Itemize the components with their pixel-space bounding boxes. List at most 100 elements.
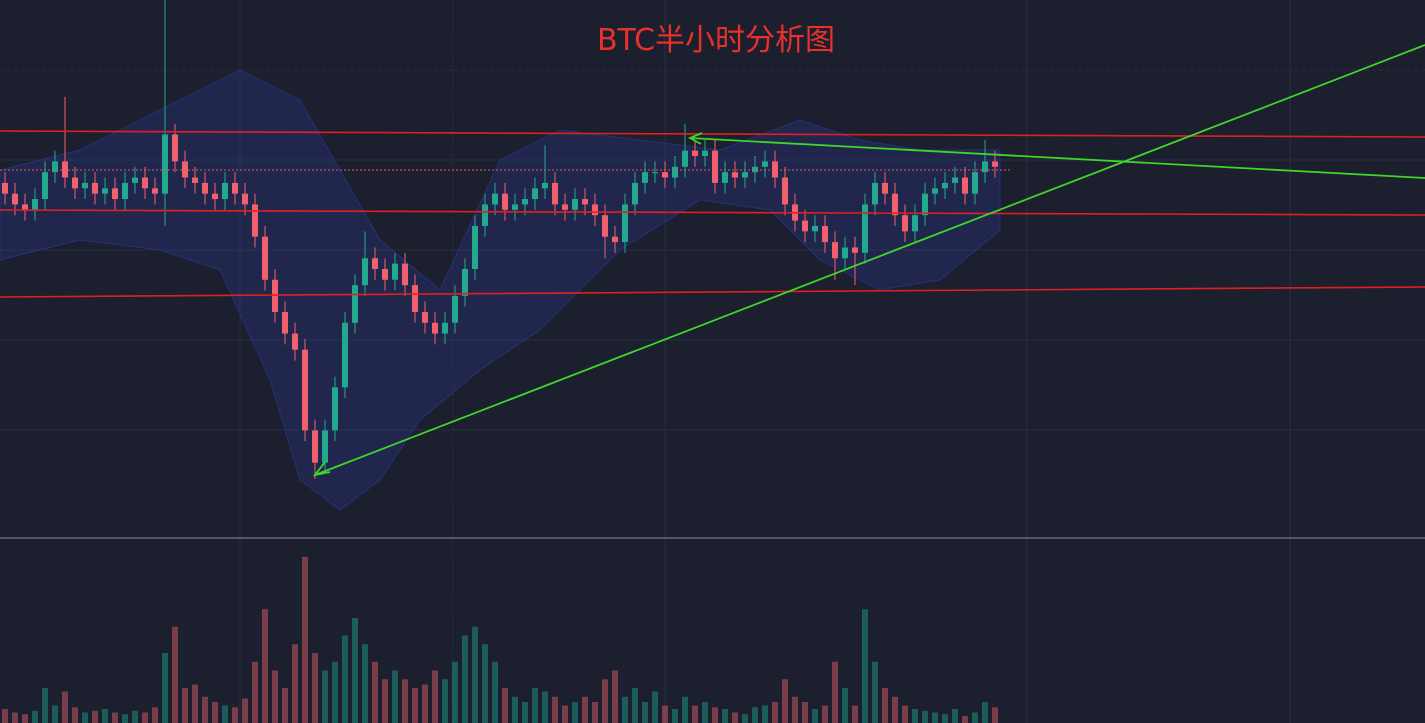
volume-bar bbox=[452, 661, 458, 723]
volume-bar bbox=[552, 696, 558, 723]
candle-body bbox=[532, 188, 538, 200]
volume-bar bbox=[992, 707, 998, 723]
volume-bar bbox=[722, 709, 728, 723]
candle-body bbox=[622, 204, 628, 243]
candle-body bbox=[122, 182, 128, 200]
volume-bar bbox=[372, 661, 378, 723]
volume-bar bbox=[342, 635, 348, 723]
candle-body bbox=[712, 150, 718, 183]
volume-bar bbox=[562, 705, 568, 723]
candle-body bbox=[592, 204, 598, 216]
chart-title: BTC半小时分析图 bbox=[597, 23, 835, 58]
candle-body bbox=[892, 193, 898, 216]
candle-body bbox=[182, 161, 188, 178]
volume-bar bbox=[972, 712, 978, 723]
volume-bar bbox=[412, 688, 418, 723]
volume-panel bbox=[2, 556, 998, 723]
candle-body bbox=[402, 263, 408, 286]
candle-body bbox=[332, 387, 338, 431]
volume-bar bbox=[812, 709, 818, 723]
candle-body bbox=[212, 193, 218, 200]
candle-body bbox=[942, 182, 948, 189]
candle-body bbox=[362, 258, 368, 286]
candle-body bbox=[642, 172, 648, 183]
volume-bar bbox=[72, 707, 78, 723]
candle-body bbox=[872, 182, 878, 205]
candle-body bbox=[382, 269, 388, 280]
candle-body bbox=[822, 225, 828, 243]
volume-bar bbox=[42, 688, 48, 723]
candle-body bbox=[132, 177, 138, 183]
candle-body bbox=[952, 177, 958, 183]
volume-bar bbox=[782, 679, 788, 723]
volume-bar bbox=[622, 696, 628, 723]
candle-body bbox=[12, 193, 18, 205]
candle-body bbox=[352, 285, 358, 323]
volume-bar bbox=[532, 688, 538, 723]
candle-body bbox=[662, 172, 668, 178]
candle-body bbox=[542, 182, 548, 189]
candle-body bbox=[232, 182, 238, 194]
volume-bar bbox=[702, 702, 708, 723]
candle-body bbox=[512, 204, 518, 210]
volume-bar bbox=[602, 679, 608, 723]
volume-bar bbox=[122, 714, 128, 723]
volume-bar bbox=[482, 644, 488, 723]
volume-bar bbox=[382, 679, 388, 723]
bollinger-band bbox=[0, 69, 1001, 511]
volume-bar bbox=[592, 702, 598, 723]
candle-body bbox=[572, 199, 578, 210]
volume-bar bbox=[832, 661, 838, 723]
candle-body bbox=[292, 333, 298, 350]
candle-body bbox=[552, 182, 558, 205]
volume-bar bbox=[32, 710, 38, 723]
candle-body bbox=[262, 236, 268, 280]
candles bbox=[2, 0, 998, 479]
candle-body bbox=[192, 177, 198, 183]
volume-bar bbox=[232, 707, 238, 723]
volume-bar bbox=[102, 709, 108, 723]
candle-body bbox=[412, 285, 418, 313]
volume-bar bbox=[462, 635, 468, 723]
volume-bar bbox=[222, 705, 228, 723]
volume-bar bbox=[932, 712, 938, 723]
volume-bar bbox=[332, 661, 338, 723]
volume-bar bbox=[282, 688, 288, 723]
volume-bar bbox=[12, 712, 18, 723]
resistance-line bbox=[0, 130, 1425, 138]
volume-bar bbox=[802, 702, 808, 723]
candle-body bbox=[972, 172, 978, 194]
candle-body bbox=[62, 161, 68, 178]
candle-body bbox=[742, 172, 748, 178]
volume-bar bbox=[982, 702, 988, 723]
candle-body bbox=[282, 312, 288, 334]
candle-body bbox=[912, 215, 918, 232]
candle-body bbox=[762, 161, 768, 167]
candle-body bbox=[112, 188, 118, 200]
candle-body bbox=[522, 199, 528, 205]
candle-body bbox=[392, 263, 398, 280]
candle-body bbox=[2, 182, 8, 194]
volume-bar bbox=[882, 688, 888, 723]
volume-bar bbox=[142, 712, 148, 723]
candle-body bbox=[492, 193, 498, 205]
volume-bar bbox=[252, 661, 258, 723]
volume-bar bbox=[692, 705, 698, 723]
volume-bar bbox=[52, 705, 58, 723]
volume-bar bbox=[212, 702, 218, 723]
volume-bar bbox=[182, 688, 188, 723]
candle-body bbox=[102, 188, 108, 194]
volume-bar bbox=[542, 691, 548, 723]
volume-bar bbox=[242, 698, 248, 723]
volume-bar bbox=[392, 670, 398, 723]
volume-bar bbox=[822, 705, 828, 723]
candle-body bbox=[322, 430, 328, 463]
arrow-head bbox=[687, 132, 703, 145]
candle-body bbox=[72, 177, 78, 189]
candle-body bbox=[852, 247, 858, 253]
candle-body bbox=[722, 172, 728, 183]
candle-body bbox=[772, 161, 778, 178]
candle-body bbox=[782, 177, 788, 205]
volume-bar bbox=[272, 670, 278, 723]
